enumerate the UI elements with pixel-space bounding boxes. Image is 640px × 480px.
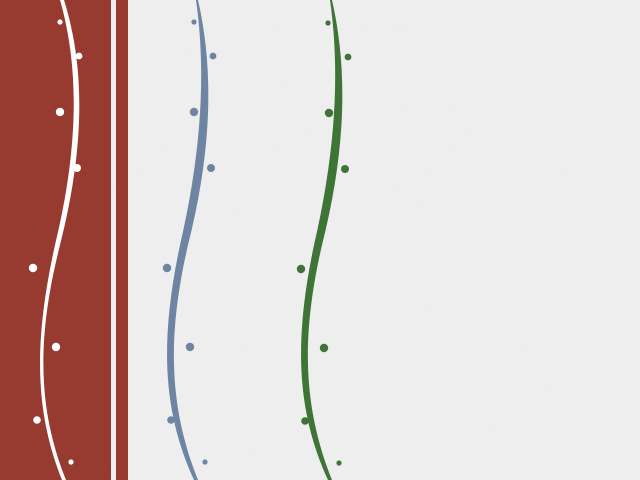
wave-dot [202,459,208,465]
wave-dot [28,263,38,273]
wave-dot [324,108,334,118]
wave-dot [75,52,83,60]
wave-dot [33,416,41,424]
wave-dot [325,20,331,26]
red-panel-wave-line [40,0,80,480]
wave-dot [341,165,349,173]
wave-dot [191,19,197,25]
wave-dot [296,264,306,274]
wave-dot [301,417,309,425]
wave-dot [55,107,65,117]
wave-dot [68,459,74,465]
wave-dot [162,263,172,273]
wave-dot [73,164,81,172]
wave-dot [185,342,195,352]
wave-dot [57,19,63,25]
wave-dot [336,460,342,466]
red-panel-stripe [116,0,128,480]
wave-dot [344,53,352,61]
wave-dot [189,107,199,117]
red-panel-wave-dots [28,19,83,465]
wave-dot [51,342,61,352]
red-panel [0,0,111,480]
green-wave-line [301,0,343,480]
wave-dot [209,52,217,60]
blue-wave-line [167,0,209,480]
wave-dot [207,164,215,172]
wave-dot [167,416,175,424]
green-wave-dots [296,20,352,466]
wave-dot [319,343,329,353]
blue-wave-dots [162,19,217,465]
